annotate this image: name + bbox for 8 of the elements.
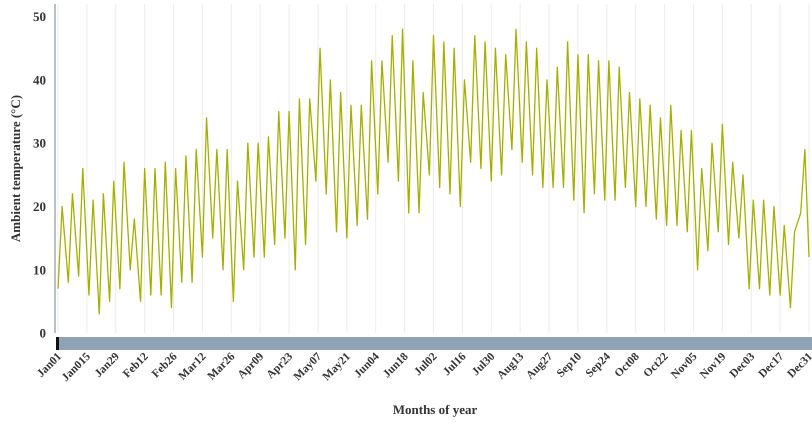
y-tick-label: 40	[33, 72, 46, 88]
y-tick-label: 0	[40, 326, 46, 341]
x-axis-title: Months of year	[392, 402, 478, 417]
y-axis-title: Ambient temperature (°C)	[8, 94, 23, 242]
y-tick-label: 30	[33, 136, 46, 151]
y-tick-label: 20	[33, 199, 46, 214]
y-tick-label: 10	[33, 262, 46, 278]
y-tick-label: 50	[33, 9, 46, 24]
